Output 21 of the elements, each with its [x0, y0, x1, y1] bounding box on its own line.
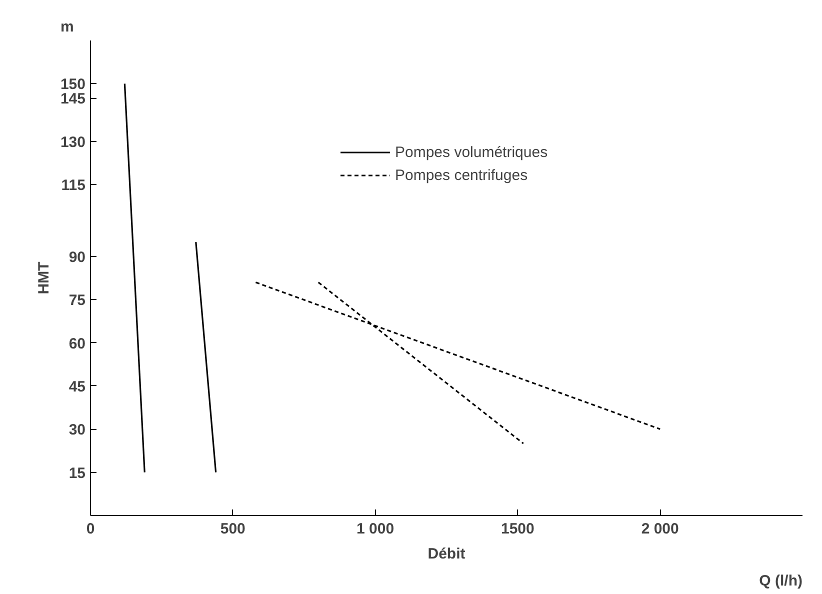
- y-tick-label: 30: [68, 422, 86, 439]
- x-tick-label: 1500: [501, 520, 534, 538]
- y-tick-label: 15: [68, 464, 86, 482]
- x-tick-label: 500: [220, 520, 246, 538]
- y-tick-label: 60: [68, 335, 86, 352]
- y-tick-label: 145: [60, 90, 86, 108]
- text: m: [60, 18, 74, 36]
- y-tick-label: 45: [68, 378, 86, 396]
- y-tick-label: 90: [68, 248, 86, 266]
- y-tick-label: 130: [60, 134, 86, 151]
- x-tick-label: 1 000: [356, 520, 394, 538]
- y-tick-label: 75: [68, 292, 86, 310]
- text: Q (l/h): [759, 572, 803, 590]
- x-tick-label: 0: [86, 520, 95, 538]
- x-tick-label: 2 000: [641, 520, 679, 538]
- y-tick-label: 150: [60, 76, 86, 94]
- legend-label: Pompes centrifuges: [395, 166, 528, 184]
- y-tick-label: 115: [61, 176, 86, 194]
- x-axis-title: Débit: [428, 546, 466, 562]
- legend-label: Pompes volumétriques: [395, 144, 548, 160]
- y-axis-title: HMT: [35, 262, 52, 294]
